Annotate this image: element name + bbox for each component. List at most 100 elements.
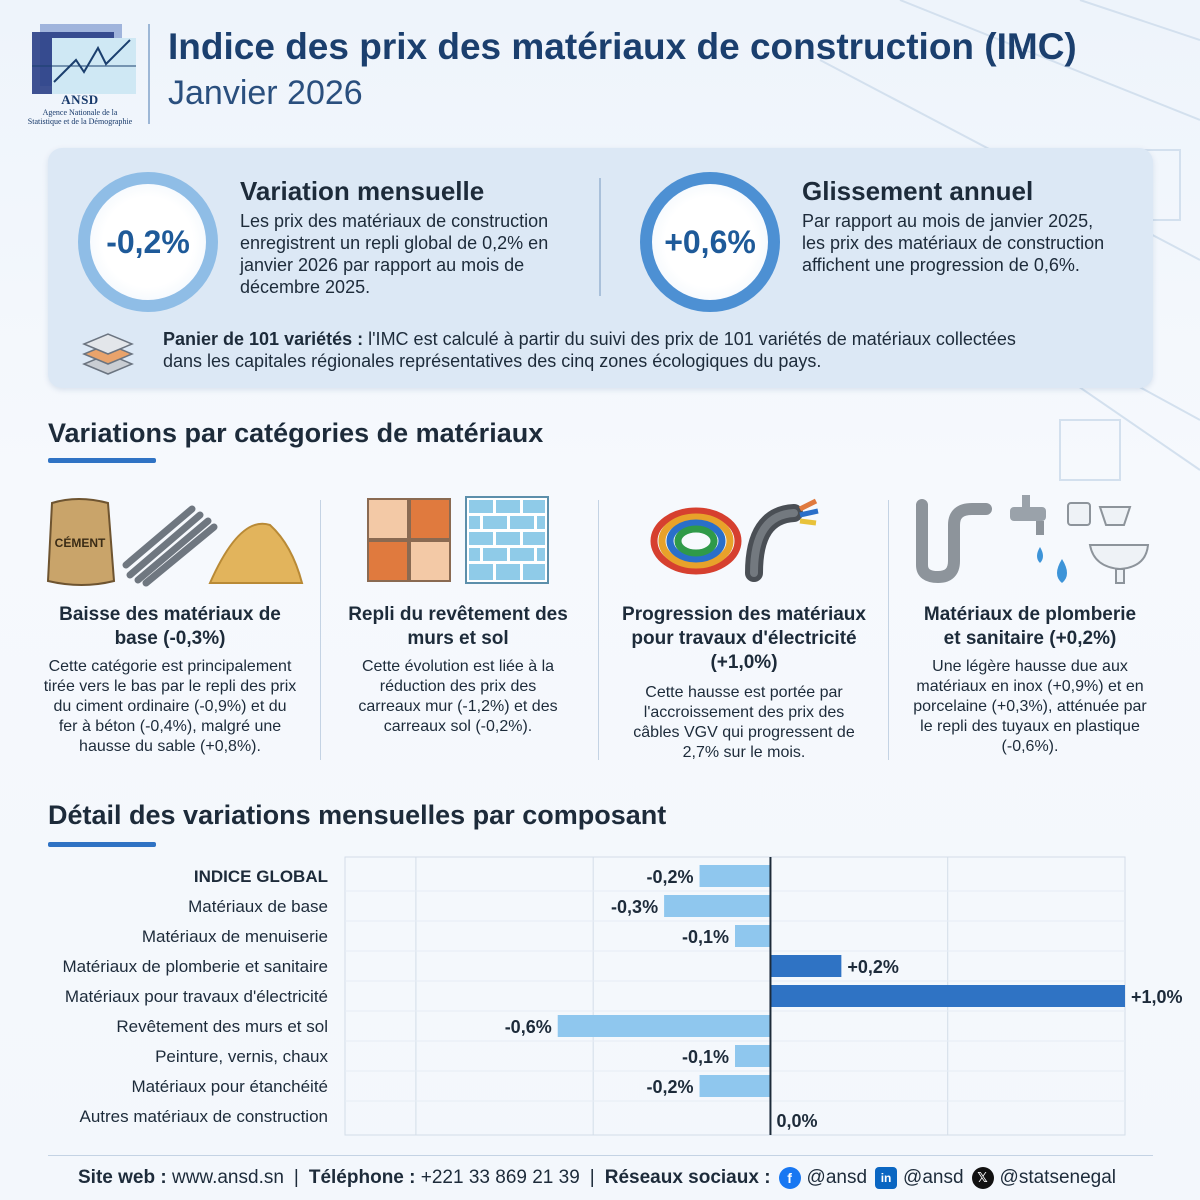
linkedin-icon[interactable]: in xyxy=(875,1167,898,1189)
annual-text-line: les prix des matériaux de construction xyxy=(802,233,1105,253)
category-text-line: Cette catégorie est principalement xyxy=(48,658,292,675)
category-divider xyxy=(888,500,889,760)
vgv-cable-icon xyxy=(745,498,819,582)
footer-facebook[interactable]: @ansd xyxy=(806,1167,868,1188)
bar xyxy=(735,925,771,947)
category-label: Matériaux de menuiserie xyxy=(142,927,328,946)
category-title-line: (+1,0%) xyxy=(710,652,778,673)
footer-linkedin[interactable]: @ansd xyxy=(903,1167,964,1188)
category-title-line: Progression des matériaux xyxy=(622,604,866,625)
bar xyxy=(770,955,842,977)
header-divider xyxy=(148,24,150,124)
base-materials-icons: CÉMENT xyxy=(46,498,304,587)
logo-abbr: ANSD xyxy=(61,92,99,107)
cement-bag-icon: CÉMENT xyxy=(46,498,116,586)
bar xyxy=(735,1045,771,1067)
monthly-text-line: Les prix des matériaux de construction xyxy=(240,211,549,231)
category-title-coverings: Repli du revêtement des murs et sol xyxy=(318,603,598,651)
category-card-electricity: Progression des matériaux pour travaux d… xyxy=(604,485,884,775)
footer-separator: | xyxy=(293,1167,299,1188)
category-label: Matériaux pour travaux d'électricité xyxy=(65,987,328,1006)
annual-text-line: Par rapport au mois de janvier 2025, xyxy=(802,211,1094,231)
layers-icon xyxy=(82,333,134,375)
monthly-variation-ring: -0,2% xyxy=(78,172,218,312)
footer-x[interactable]: @statsenegal xyxy=(999,1167,1116,1188)
monthly-text-line: décembre 2025. xyxy=(240,277,371,297)
footer-web-label: Site web : xyxy=(78,1167,167,1188)
category-label: Matériaux de plomberie et sanitaire xyxy=(62,957,328,976)
category-text-coverings: Cette évolution est liée à la réduction … xyxy=(318,657,598,737)
category-card-coverings: Repli du revêtement des murs et sol Cett… xyxy=(318,485,598,775)
summary-divider xyxy=(599,178,601,296)
ansd-logo xyxy=(32,24,136,94)
footer: Site web : www.ansd.sn | Téléphone : +22… xyxy=(78,1164,1116,1192)
summary-card: -0,2% Variation mensuelle Les prix des m… xyxy=(48,148,1153,388)
basket-line-1: l'IMC est calculé à partir du suivi des … xyxy=(363,329,1016,349)
category-text-base: Cette catégorie est principalement tirée… xyxy=(30,657,310,757)
faucet-icon xyxy=(1010,495,1046,535)
monthly-variation-text: Les prix des matériaux de construction e… xyxy=(240,210,590,298)
chart-svg: INDICE GLOBAL -0,2% Matériaux de base -0,3%… xyxy=(62,856,1183,1136)
water-drop-icon xyxy=(1037,547,1067,583)
category-text-line: Une légère hausse due aux xyxy=(932,658,1128,675)
footer-divider xyxy=(48,1155,1153,1156)
category-text-line: câbles VGV qui progressent de xyxy=(633,724,855,741)
data-label: -0,3% xyxy=(611,897,658,917)
logo-full-1: Agence Nationale de la xyxy=(42,108,118,117)
data-label: 0,0% xyxy=(776,1111,817,1131)
monthly-variation-title: Variation mensuelle xyxy=(240,176,485,206)
category-divider xyxy=(320,500,321,760)
category-label: Revêtement des murs et sol xyxy=(116,1017,328,1036)
data-label: -0,1% xyxy=(682,927,729,947)
category-text-electricity: Cette hausse est portée par l'accroissem… xyxy=(604,683,884,763)
cement-label: CÉMENT xyxy=(55,535,106,550)
data-label: +0,2% xyxy=(847,957,899,977)
category-text-line: réduction des prix des xyxy=(379,678,537,695)
category-label: Autres matériaux de construction xyxy=(79,1107,328,1126)
annual-variation-ring: +0,6% xyxy=(640,172,780,312)
footer-web-link[interactable]: www.ansd.sn xyxy=(171,1167,284,1188)
category-card-plumbing: Matériaux de plomberie et sanitaire (+0,… xyxy=(890,485,1170,775)
category-text-line: du ciment ordinaire (-0,9%) et du xyxy=(53,698,287,715)
logo-text: ANSD Agence Nationale de la Statistique … xyxy=(18,92,142,126)
category-text-line: matériaux en inox (+0,9%) et en xyxy=(916,678,1144,695)
x-icon[interactable]: 𝕏 xyxy=(971,1167,994,1189)
data-label: -0,6% xyxy=(505,1017,552,1037)
bar xyxy=(770,985,1125,1007)
category-label: INDICE GLOBAL xyxy=(194,867,328,886)
category-title-electricity: Progression des matériaux pour travaux d… xyxy=(604,603,884,675)
facebook-icon[interactable]: f xyxy=(778,1167,801,1189)
section-underline xyxy=(48,458,156,463)
categories-section-title: Variations par catégories de matériaux xyxy=(48,418,544,448)
category-label: Peinture, vernis, chaux xyxy=(155,1047,328,1066)
category-text-plumbing: Une légère hausse due aux matériaux en i… xyxy=(890,657,1170,757)
category-text-line: porcelaine (+0,3%), atténuée par xyxy=(913,698,1147,715)
steel-rebar-icon xyxy=(122,505,218,587)
coverings-icons xyxy=(367,496,549,584)
category-title-line: murs et sol xyxy=(407,628,509,649)
sand-pile-icon xyxy=(208,522,304,584)
category-text-line: hausse du sable (+0,8%). xyxy=(79,738,261,755)
category-text-line: Cette hausse est portée par xyxy=(645,684,843,701)
category-title-line: pour travaux d'électricité xyxy=(631,628,857,649)
category-title-base: Baisse des matériaux de base (-0,3%) xyxy=(30,603,310,651)
header: ANSD Agence Nationale de la Statistique … xyxy=(18,14,1188,126)
data-label: -0,1% xyxy=(682,1047,729,1067)
monthly-text-line: janvier 2026 par rapport au mois de xyxy=(240,255,525,275)
basket-line-2: dans les capitales régionales représenta… xyxy=(163,351,822,371)
chart-section-title: Détail des variations mensuelles par com… xyxy=(48,800,667,830)
bar xyxy=(664,895,771,917)
footer-social-label: Réseaux sociaux : xyxy=(604,1167,771,1188)
footer-phone: +221 33 869 21 39 xyxy=(420,1167,580,1188)
wall-tiles-icon xyxy=(465,496,549,584)
category-title-line: Matériaux de plomberie xyxy=(923,604,1137,625)
annual-text-line: affichent une progression de 0,6%. xyxy=(802,255,1080,275)
category-text-line: (-0,6%). xyxy=(1001,738,1059,755)
bar xyxy=(699,1075,771,1097)
basket-bold: Panier de 101 variétés : xyxy=(163,329,364,349)
bar xyxy=(557,1015,771,1037)
logo-full-2: Statistique et de la Démographie xyxy=(27,117,133,126)
section-underline xyxy=(48,842,156,847)
pipe-icon xyxy=(916,499,992,584)
category-divider xyxy=(598,500,599,760)
